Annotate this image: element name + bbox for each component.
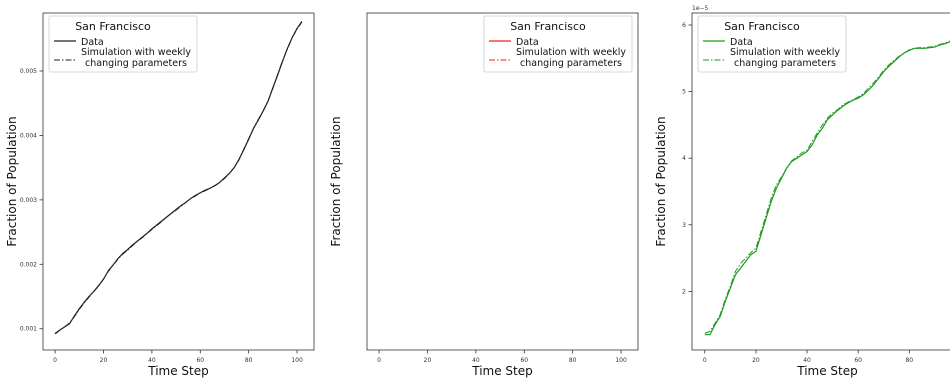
legend-entry-simulation: Simulation with weekly changing parameter… <box>516 47 626 69</box>
x-tick-label: 60 <box>196 357 204 364</box>
y-tick-label: 6 <box>682 22 686 29</box>
simulation-series-line <box>54 21 303 334</box>
legend-entry-data: Data <box>730 37 753 48</box>
x-tick-label: 60 <box>854 357 862 364</box>
legend-entry-line: changing parameters <box>85 58 187 69</box>
x-tick-label: 0 <box>377 357 381 364</box>
y-axis-label: Fraction of Population <box>5 116 19 246</box>
y-axis-label: Fraction of Population <box>654 116 668 246</box>
chart-panel-2: 0 20 40 60 80 100 Time Step Fraction of Populat… <box>329 0 639 378</box>
legend-entry-line: Simulation with weekly <box>516 47 626 58</box>
x-tick-label: 80 <box>905 357 913 364</box>
x-axis-label: Time Step <box>796 364 858 378</box>
simulation-series-line <box>704 40 950 334</box>
plot-lines <box>379 0 626 3</box>
x-tick-label: 40 <box>803 357 811 364</box>
legend-entry-line: Simulation with weekly <box>730 47 840 58</box>
plot-frame <box>366 12 639 351</box>
legend-entry-data: Data <box>81 37 104 48</box>
legend-title: San Francisco <box>510 20 586 33</box>
axis-offset-label: 1e−5 <box>692 5 709 12</box>
y-tick-label: 4 <box>682 155 686 162</box>
y-tick-label: 3 <box>682 222 686 229</box>
plot-frame <box>42 12 315 351</box>
data-series-line <box>704 41 950 336</box>
y-tick-label: 0.003 <box>20 197 37 204</box>
y-tick-label: 0.004 <box>20 132 37 139</box>
x-tick-label: 0 <box>53 357 57 364</box>
legend-entry-simulation: Simulation with weekly changing parameter… <box>81 47 191 69</box>
legend-entry-line: changing parameters <box>734 58 836 69</box>
x-tick-label: 20 <box>752 357 760 364</box>
legend-box <box>483 15 633 73</box>
x-tick-label: 20 <box>424 357 432 364</box>
x-tick-label: 20 <box>100 357 108 364</box>
plot-lines <box>704 40 950 336</box>
x-tick-label: 80 <box>569 357 577 364</box>
legend-entry-data: Data <box>516 37 539 48</box>
x-tick-label: 40 <box>472 357 480 364</box>
x-tick-label: 40 <box>148 357 156 364</box>
x-tick-label: 100 <box>615 357 627 364</box>
data-series-line <box>379 0 626 3</box>
legend-title: San Francisco <box>724 20 800 33</box>
legend-entry-simulation: Simulation with weekly changing parameter… <box>730 47 840 69</box>
legend-title: San Francisco <box>75 20 151 33</box>
x-axis-label: Time Step <box>471 364 533 378</box>
x-tick-label: 100 <box>291 357 303 364</box>
legend-entry-line: Simulation with weekly <box>81 47 191 58</box>
x-tick-label: 60 <box>520 357 528 364</box>
legend-entry-line: changing parameters <box>520 58 622 69</box>
y-tick-label: 0.002 <box>20 261 37 268</box>
y-tick-label: 5 <box>682 89 686 96</box>
chart-panel-1: 0 20 40 60 80 100 0.001 0.002 0.003 0.004 0.005 Tim… <box>5 12 315 378</box>
y-axis-label: Fraction of Population <box>329 116 343 246</box>
plot-frame <box>691 12 950 351</box>
y-tick-label: 0.001 <box>20 326 37 333</box>
y-tick-label: 2 <box>682 288 686 295</box>
x-axis-label: Time Step <box>147 364 209 378</box>
legend-box <box>697 15 847 73</box>
plot-lines <box>54 21 303 335</box>
x-tick-label: 80 <box>245 357 253 364</box>
x-tick-label: 0 <box>703 357 707 364</box>
legend-box <box>48 15 198 73</box>
y-tick-label: 0.005 <box>20 68 37 75</box>
